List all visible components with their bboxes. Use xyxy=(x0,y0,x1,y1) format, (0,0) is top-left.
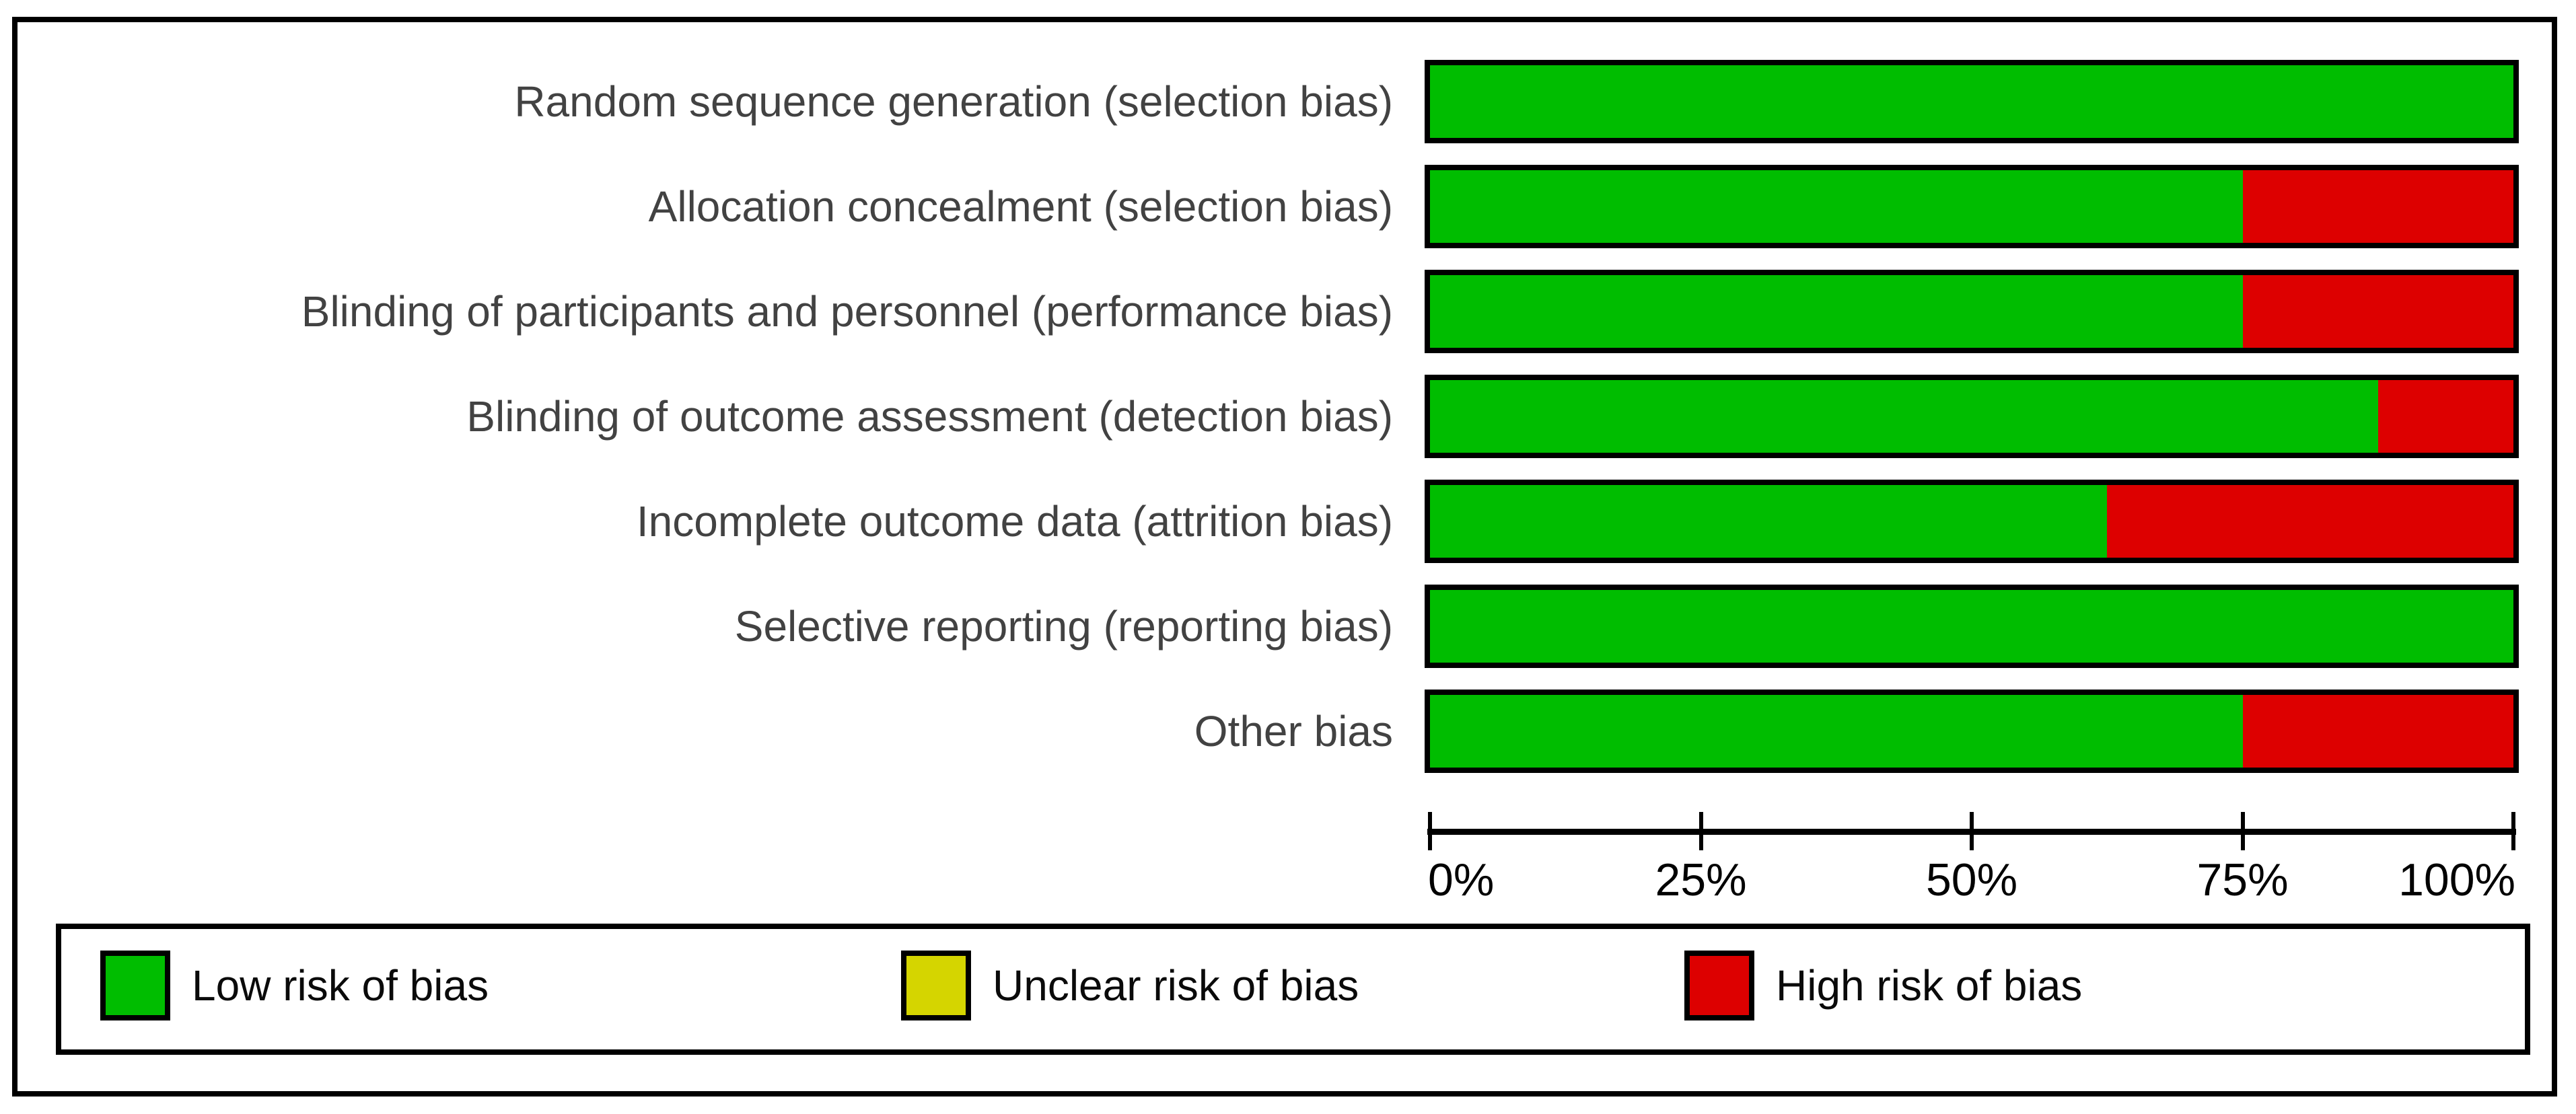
chart-row: Blinding of participants and personnel (… xyxy=(17,270,2552,353)
bar-segment-low xyxy=(1430,695,2243,768)
axis-tick-label: 0% xyxy=(1428,854,1495,905)
category-label: Blinding of participants and personnel (… xyxy=(301,287,1393,336)
chart-row: Allocation concealment (selection bias) xyxy=(17,165,2552,248)
legend-item-low: Low risk of bias xyxy=(100,951,489,1020)
category-label: Random sequence generation (selection bi… xyxy=(514,77,1393,126)
axis-tick xyxy=(1698,812,1703,850)
bar-segment-low xyxy=(1430,65,2513,138)
risk-of-bias-graph-frame: Random sequence generation (selection bi… xyxy=(12,17,2557,1097)
stacked-bar xyxy=(1425,375,2519,458)
chart-row: Selective reporting (reporting bias) xyxy=(17,585,2552,668)
chart-row: Incomplete outcome data (attrition bias) xyxy=(17,480,2552,563)
legend-label: Unclear risk of bias xyxy=(993,961,1359,1010)
chart-row: Blinding of outcome assessment (detectio… xyxy=(17,375,2552,458)
stacked-bar xyxy=(1425,165,2519,248)
category-label: Allocation concealment (selection bias) xyxy=(648,182,1393,231)
legend-item-unclear: Unclear risk of bias xyxy=(901,951,1359,1020)
axis-tick-label: 50% xyxy=(1925,854,2018,905)
axis-tick xyxy=(1970,812,1974,850)
legend-swatch-low xyxy=(100,951,170,1020)
bar-segment-high xyxy=(2242,275,2513,348)
bar-segment-low xyxy=(1430,170,2243,243)
stacked-bar xyxy=(1425,585,2519,668)
bar-segment-high xyxy=(2107,485,2513,558)
legend-item-high: High risk of bias xyxy=(1684,951,2082,1020)
axis-tick-label: 75% xyxy=(2196,854,2289,905)
axis-tick xyxy=(2240,812,2245,850)
legend-swatch-unclear xyxy=(901,951,971,1020)
bar-segment-low xyxy=(1430,275,2243,348)
chart-row: Random sequence generation (selection bi… xyxy=(17,60,2552,143)
axis-tick xyxy=(2511,812,2515,850)
legend-swatch-high xyxy=(1684,951,1754,1020)
chart-row: Other bias xyxy=(17,690,2552,773)
bar-segment-low xyxy=(1430,380,2378,453)
bar-segment-high xyxy=(2377,380,2513,453)
axis-tick-label: 100% xyxy=(2398,854,2515,905)
stacked-bar xyxy=(1425,270,2519,353)
bar-segment-high xyxy=(2242,170,2513,243)
category-label: Incomplete outcome data (attrition bias) xyxy=(636,497,1393,546)
category-label: Blinding of outcome assessment (detectio… xyxy=(466,392,1393,441)
bar-segment-high xyxy=(2242,695,2513,768)
category-label: Selective reporting (reporting bias) xyxy=(734,602,1393,651)
stacked-bar xyxy=(1425,60,2519,143)
bar-segment-low xyxy=(1430,590,2513,663)
bar-segment-low xyxy=(1430,485,2108,558)
axis-tick xyxy=(1428,812,1432,850)
legend: Low risk of bias Unclear risk of bias High… xyxy=(56,924,2530,1055)
category-label: Other bias xyxy=(1194,707,1393,755)
legend-label: High risk of bias xyxy=(1776,961,2083,1010)
stacked-bar xyxy=(1425,690,2519,773)
stacked-bar xyxy=(1425,480,2519,563)
legend-label: Low risk of bias xyxy=(192,961,489,1010)
axis-tick-label: 25% xyxy=(1655,854,1747,905)
